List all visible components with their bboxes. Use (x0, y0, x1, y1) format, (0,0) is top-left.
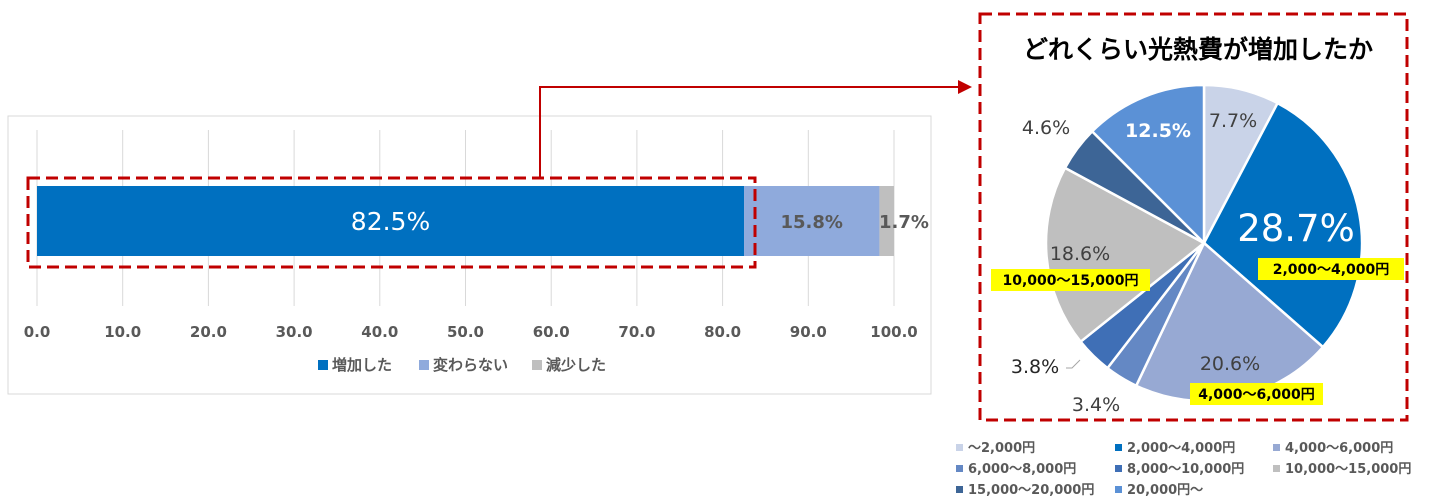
pie-legend-swatch (956, 486, 963, 493)
pie-data-label: 4.6% (1022, 117, 1070, 139)
bar-x-tick-label: 30.0 (276, 323, 313, 341)
pie-callout-label: 2,000～4,000円 (1273, 262, 1390, 278)
bar-data-labels: 82.5% 15.8% 1.7% (351, 207, 929, 236)
bar-x-tick-label: 70.0 (618, 323, 655, 341)
bar-legend-label: 減少した (546, 356, 606, 374)
bar-segment (879, 186, 894, 256)
bar-x-tick-label: 60.0 (533, 323, 570, 341)
pie-slice (1044, 166, 1207, 344)
bar-x-tick-label: 50.0 (447, 323, 484, 341)
pie-legend-label: 15,000～20,000円 (968, 483, 1094, 498)
connector-arrow (539, 80, 972, 178)
bar-legend-swatch (419, 360, 429, 370)
pie-legend-label: ～2,000円 (968, 441, 1035, 456)
pie-callouts: 2,000～4,000円 4,000～6,000円 10,000～15,000円 (991, 258, 1404, 405)
bar-data-label: 1.7% (879, 212, 929, 233)
bar-data-label: 82.5% (351, 207, 430, 236)
pie-legend-swatch (1273, 465, 1280, 472)
bar-x-tick-label: 90.0 (790, 323, 827, 341)
pie-legend-label: 4,000～6,000円 (1285, 441, 1393, 456)
pie-callout-highlight (991, 269, 1150, 291)
bar-x-tick-label: 0.0 (24, 323, 51, 341)
bar-x-tick-label: 100.0 (870, 323, 917, 341)
pie-data-label: 3.4% (1072, 394, 1120, 416)
pie-legend-label: 2,000～4,000円 (1127, 441, 1235, 456)
pie-leader-line (1066, 359, 1081, 369)
bar-legend-swatch (318, 360, 328, 370)
pie-legend-swatch (956, 465, 963, 472)
pie-callout-highlight (1258, 258, 1404, 280)
bar-x-tick-label: 80.0 (704, 323, 741, 341)
pie-data-label: 7.7% (1209, 110, 1257, 132)
bar-legend-swatch (532, 360, 542, 370)
bar-legend-label: 変わらない (433, 356, 508, 374)
bar-data-label: 15.8% (781, 212, 843, 233)
pie-slices (1044, 83, 1364, 403)
pie-data-label: 28.7% (1237, 207, 1355, 250)
pie-legend-label: 20,000円～ (1127, 483, 1203, 498)
pie-title: どれくらい光熱費が増加したか (1023, 35, 1373, 64)
pie-legend-swatch (1115, 486, 1122, 493)
pie-data-label: 20.6% (1200, 353, 1260, 375)
pie-data-label: 18.6% (1050, 243, 1110, 265)
pie-highlight-box (978, 12, 1409, 422)
pie-data-label: 3.8% (1011, 356, 1059, 378)
pie-legend-swatch (956, 444, 963, 451)
pie-slice (1090, 83, 1206, 247)
pie-legend-swatch (1273, 444, 1280, 451)
pie-legend-swatch (1115, 465, 1122, 472)
bar-x-tick-label: 10.0 (104, 323, 141, 341)
increased-highlight-box (26, 176, 757, 269)
pie-callout-label: 4,000～6,000円 (1198, 387, 1315, 403)
pie-callout-highlight (1190, 383, 1323, 405)
pie-legend-label: 10,000～15,000円 (1285, 462, 1411, 477)
bar-segments (37, 186, 894, 256)
pie-slice (1202, 101, 1364, 349)
bar-legend: 増加した 変わらない 減少した (318, 356, 606, 374)
bar-segment (37, 186, 745, 256)
pie-data-label: 12.5% (1125, 120, 1191, 142)
bar-x-tick-label: 20.0 (190, 323, 227, 341)
bar-legend-label: 増加した (332, 356, 392, 374)
pie-legend-label: 8,000～10,000円 (1127, 462, 1244, 477)
pie-legend-swatch (1115, 444, 1122, 451)
bar-x-tick-label: 40.0 (361, 323, 398, 341)
pie-legend: ～2,000円 2,000～4,000円 4,000～6,000円 6,000～8,0… (956, 441, 1411, 498)
bar-x-tick-labels: 0.0 10.0 20.0 30.0 40.0 50.0 60.0 70.0 80.0 90.0 1… (24, 323, 918, 341)
bar-segment (744, 186, 880, 256)
pie-data-labels: 7.7% 28.7% 20.6% 3.4% 3.8% 18.6% 4.6% 12.5% (1011, 110, 1355, 416)
pie-callout-label: 10,000～15,000円 (1002, 273, 1138, 289)
pie-legend-label: 6,000～8,000円 (968, 462, 1076, 477)
